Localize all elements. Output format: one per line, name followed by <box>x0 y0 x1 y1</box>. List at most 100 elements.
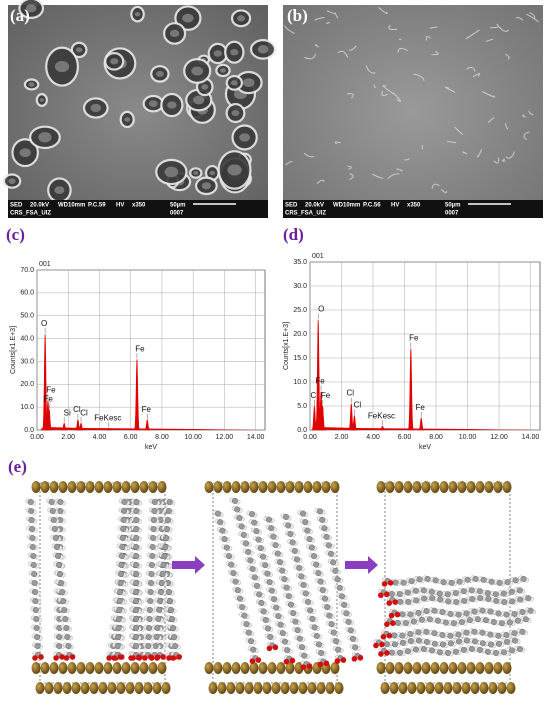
carbon-atom <box>389 650 395 656</box>
carbon-atom <box>339 594 345 600</box>
carbon-atom <box>159 580 165 586</box>
carbon-atom <box>65 634 71 640</box>
iron-atom <box>453 682 462 694</box>
carbon-atom <box>457 579 463 585</box>
oxygen-atom <box>117 654 123 660</box>
carbon-atom <box>520 609 526 615</box>
iron-atom <box>104 481 113 493</box>
iron-atom <box>158 481 167 493</box>
x-tick-label: 4.00 <box>93 434 107 441</box>
carbon-atom <box>305 528 311 534</box>
carbon-atom <box>245 549 251 555</box>
carbon-atom <box>34 625 40 631</box>
carbon-atom <box>244 621 250 627</box>
pit-core <box>182 14 193 23</box>
peak-label: Cl <box>354 401 362 410</box>
carbon-atom <box>31 562 37 568</box>
iron-atom <box>304 481 313 493</box>
iron-atom <box>404 662 413 674</box>
carbon-atom <box>241 532 247 538</box>
info-text: 0007 <box>445 211 459 217</box>
carbon-atom <box>147 616 153 622</box>
carbon-atom <box>288 602 294 608</box>
pit-core <box>8 178 15 184</box>
carbon-atom <box>322 596 328 602</box>
arrow <box>345 556 378 574</box>
y-tick-label: 50.0 <box>20 313 34 320</box>
carbon-atom <box>266 517 272 523</box>
carbon-atom <box>403 620 409 626</box>
iron-atom <box>322 481 331 493</box>
carbon-atom <box>217 519 223 525</box>
sem-background <box>283 5 543 218</box>
iron-atom <box>476 481 485 493</box>
carbon-atom <box>284 647 290 653</box>
carbon-atom <box>161 562 167 568</box>
panel-label: (a) <box>10 6 30 25</box>
iron-atom <box>417 682 426 694</box>
carbon-atom <box>432 641 438 647</box>
carbon-atom <box>397 591 403 597</box>
carbon-atom <box>133 598 139 604</box>
carbon-atom <box>282 639 288 645</box>
iron-atom <box>299 682 308 694</box>
oxygen-atom <box>373 643 379 649</box>
carbon-atom <box>56 643 62 649</box>
carbon-atom <box>262 562 268 568</box>
carbon-atom <box>408 612 414 618</box>
carbon-atom <box>313 562 319 568</box>
iron-atom <box>494 662 503 674</box>
carbon-atom <box>282 576 288 582</box>
iron-atom <box>113 481 122 493</box>
carbon-atom <box>162 553 168 559</box>
iron-atom <box>381 682 390 694</box>
carbon-atom <box>133 589 139 595</box>
oxygen-atom <box>176 654 182 660</box>
carbon-atom <box>149 562 155 568</box>
carbon-atom <box>509 648 515 654</box>
carbon-atom <box>133 625 139 631</box>
iron-atom <box>386 481 395 493</box>
x-tick-label: 14.00 <box>247 434 265 441</box>
iron-atom <box>263 682 272 694</box>
oxygen-atom <box>53 655 59 661</box>
carbon-atom <box>256 537 262 543</box>
carbon-atom <box>133 544 139 550</box>
carbon-atom <box>285 523 291 529</box>
oxygen-atom <box>148 654 154 660</box>
carbon-atom <box>58 499 64 505</box>
iron-atom <box>63 682 72 694</box>
iron-atom <box>503 481 512 493</box>
carbon-atom <box>395 620 401 626</box>
carbon-atom <box>312 625 318 631</box>
carbon-atom <box>30 544 36 550</box>
peak-label: Fe <box>44 395 54 404</box>
carbon-atom <box>146 634 152 640</box>
carbon-atom <box>288 531 294 537</box>
carbon-atom <box>461 598 467 604</box>
oxygen-atom <box>382 581 388 587</box>
carbon-atom <box>158 589 164 595</box>
carbon-atom <box>54 544 60 550</box>
carbon-atom <box>60 598 66 604</box>
iron-atom <box>277 481 286 493</box>
carbon-atom <box>151 517 157 523</box>
pit-core <box>54 186 64 194</box>
oxygen-atom <box>386 600 392 606</box>
carbon-atom <box>215 511 221 517</box>
oxygen-atom <box>32 655 38 661</box>
y-tick-label: 10.0 <box>20 404 34 411</box>
carbon-atom <box>134 499 140 505</box>
carbon-atom <box>134 508 140 514</box>
carbon-atom <box>443 620 449 626</box>
carbon-atom <box>481 577 487 583</box>
peak-label: C <box>311 391 317 400</box>
carbon-atom <box>277 559 283 565</box>
iron-atom <box>377 481 386 493</box>
carbon-atom <box>401 580 407 586</box>
carbon-atom <box>248 638 254 644</box>
carbon-atom <box>408 631 414 637</box>
iron-atom <box>485 662 494 674</box>
iron-atom <box>426 682 435 694</box>
oxygen-atom <box>106 655 112 661</box>
